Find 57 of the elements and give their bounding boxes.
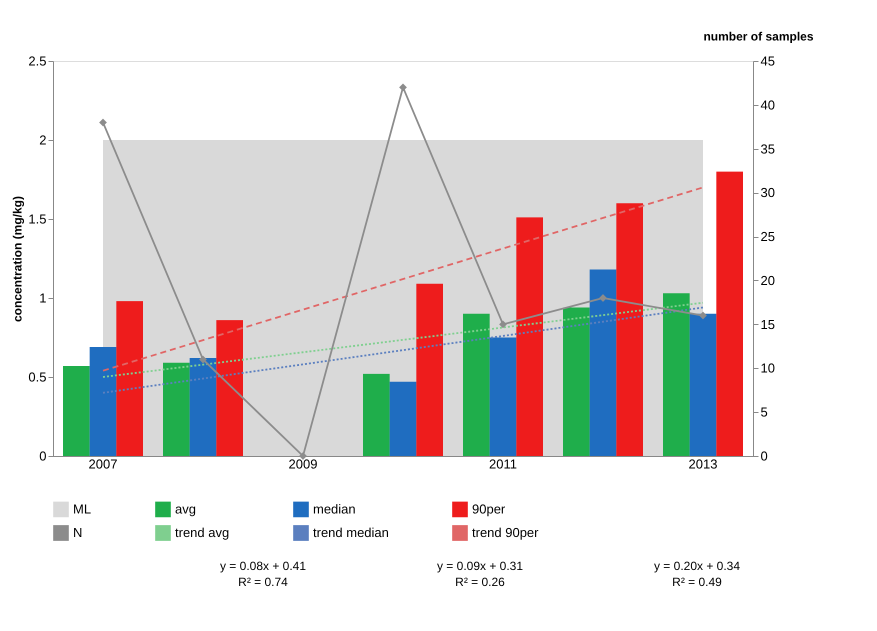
legend-label: 90per [472, 501, 506, 516]
point [199, 356, 207, 364]
x-tick-label: 2013 [688, 456, 718, 472]
bar [590, 270, 616, 456]
text: y = 0.08x + 0.41 R² = 0.74 [220, 559, 306, 589]
bar [390, 382, 416, 456]
bar [490, 338, 516, 456]
point [599, 294, 607, 302]
y2-tick-label: 15 [760, 316, 775, 332]
y2-tick-label: 10 [760, 360, 775, 376]
bar [90, 346, 116, 456]
legend-label: trend median [313, 525, 389, 540]
bar [116, 301, 143, 456]
y2-tick-label: 35 [760, 141, 775, 156]
y-tick-label: 0 [39, 448, 46, 464]
y-tick-label: 1 [39, 290, 46, 306]
bar [190, 358, 216, 456]
legend-label: ML [73, 501, 92, 516]
bar [216, 320, 243, 456]
y-tick-label: 0.5 [28, 370, 46, 384]
x-tick-label: 2007 [88, 456, 118, 472]
text: y = 0.20x + 0.34 R² = 0.49 [654, 559, 740, 589]
y-tick-label: 2.5 [28, 54, 46, 68]
legend-label: N [73, 525, 82, 540]
legend-label: trend 90per [472, 525, 540, 540]
bar [563, 307, 590, 456]
y-tick-label: 2 [39, 132, 46, 148]
bar [63, 366, 90, 456]
bar [690, 314, 716, 456]
point [399, 83, 407, 92]
y2-tick-label: 40 [760, 97, 775, 112]
bar [363, 374, 390, 456]
y2-tick-label: 0 [760, 448, 768, 464]
point [99, 118, 107, 126]
bar [163, 362, 190, 456]
y2-tick-label: 30 [760, 185, 775, 200]
y2-axis-title: number of samples [703, 30, 814, 44]
y2-tick-label: 25 [760, 229, 775, 244]
y2-tick-label: 5 [760, 404, 768, 420]
x-tick-label: 2011 [489, 456, 517, 472]
bar [663, 293, 690, 456]
legend-label: median [313, 501, 356, 516]
bar [416, 284, 443, 456]
bar [716, 172, 743, 456]
bar [616, 203, 643, 456]
legend-label: avg [175, 501, 196, 516]
y2-tick-label: 20 [760, 272, 775, 288]
y-tick-label: 1.5 [28, 212, 46, 226]
bar [463, 314, 490, 456]
y-axis-title: concentration (mg/kg) [10, 196, 24, 322]
y2-tick-label: 45 [760, 54, 775, 68]
bar [516, 217, 543, 456]
text: y = 0.09x + 0.31 R² = 0.26 [436, 559, 524, 589]
x-tick-label: 2009 [288, 456, 318, 472]
legend-label: trend avg [175, 525, 230, 540]
point [499, 320, 507, 328]
point [699, 312, 707, 320]
